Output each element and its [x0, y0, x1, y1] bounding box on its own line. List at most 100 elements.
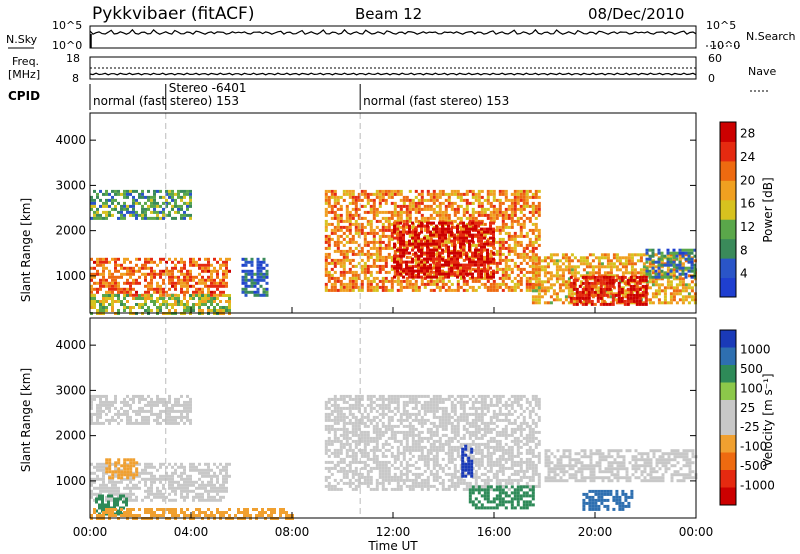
- heatmap-cell: [96, 309, 99, 312]
- heatmap-cell: [602, 281, 606, 285]
- heatmap-cell: [102, 394, 105, 398]
- heatmap-cell: [585, 256, 589, 260]
- heatmap-cell: [339, 409, 343, 413]
- heatmap-cell: [183, 403, 186, 407]
- heatmap-cell: [144, 403, 147, 407]
- heatmap-cell: [432, 231, 436, 235]
- heatmap-cell: [426, 266, 429, 270]
- heatmap-cell: [210, 284, 213, 288]
- heatmap-cell: [480, 260, 483, 264]
- heatmap-cell: [177, 300, 180, 303]
- heatmap-cell: [408, 279, 412, 283]
- heatmap-cell: [99, 263, 102, 267]
- heatmap-cell: [411, 394, 415, 398]
- heatmap-cell: [126, 278, 129, 282]
- heatmap-cell: [171, 195, 174, 199]
- heatmap-cell: [162, 498, 165, 502]
- heatmap-cell: [390, 222, 394, 226]
- heatmap-cell: [627, 259, 631, 263]
- heatmap-cell: [114, 198, 117, 202]
- heatmap-cell: [468, 270, 472, 274]
- heatmap-cell: [250, 284, 254, 288]
- heatmap-cell: [477, 189, 481, 193]
- heatmap-cell: [420, 239, 423, 243]
- heatmap-cell: [102, 489, 105, 493]
- heatmap-cell: [411, 436, 415, 440]
- heatmap-cell: [90, 489, 93, 493]
- heatmap-cell: [381, 225, 385, 229]
- heatmap-cell: [414, 189, 418, 193]
- heatmap-cell: [612, 292, 616, 296]
- heatmap-cell: [681, 301, 685, 305]
- heatmap-cell: [345, 249, 349, 253]
- heatmap-cell: [183, 213, 186, 217]
- heatmap-cell: [621, 262, 625, 266]
- heatmap-cell: [156, 201, 159, 205]
- heatmap-cell: [114, 278, 117, 282]
- heatmap-cell: [606, 262, 610, 266]
- heatmap-cell: [426, 248, 429, 252]
- heatmap-cell: [693, 254, 697, 258]
- heatmap-cell: [414, 219, 418, 223]
- heatmap-cell: [102, 303, 105, 306]
- heatmap-cell: [426, 224, 429, 228]
- heatmap-cell: [111, 281, 114, 285]
- heatmap-cell: [438, 279, 442, 283]
- heatmap-cell: [96, 300, 99, 303]
- heatmap-cell: [159, 303, 162, 306]
- heatmap-cell: [459, 251, 462, 255]
- heatmap-cell: [123, 260, 126, 264]
- heatmap-cell: [405, 272, 408, 276]
- heatmap-cell: [519, 189, 523, 193]
- heatmap-cell: [153, 480, 156, 484]
- heatmap-cell: [459, 228, 463, 232]
- heatmap-cell: [375, 427, 379, 431]
- heatmap-cell: [465, 198, 469, 202]
- heatmap-cell: [489, 252, 493, 256]
- heatmap-cell: [396, 221, 399, 225]
- heatmap-cell: [426, 242, 429, 246]
- heatmap-cell: [678, 266, 682, 270]
- heatmap-cell: [192, 297, 195, 300]
- heatmap-cell: [504, 222, 508, 226]
- heatmap-cell: [501, 252, 505, 256]
- heatmap-cell: [153, 495, 156, 499]
- heatmap-cell: [513, 261, 517, 265]
- heatmap-cell: [324, 270, 328, 274]
- heatmap-cell: [393, 213, 397, 217]
- heatmap-cell: [534, 256, 538, 260]
- heatmap-cell: [348, 192, 352, 196]
- heatmap-cell: [684, 268, 688, 272]
- heatmap-cell: [219, 483, 222, 487]
- heatmap-cell: [516, 255, 520, 259]
- heatmap-cell: [669, 253, 673, 257]
- heatmap-cell: [259, 272, 263, 276]
- heatmap-cell: [381, 484, 385, 488]
- heatmap-cell: [605, 284, 609, 288]
- heatmap-cell: [342, 400, 346, 404]
- heatmap-cell: [492, 233, 495, 237]
- heatmap-cell: [627, 256, 631, 260]
- heatmap-cell: [327, 406, 331, 410]
- heatmap-cell: [324, 240, 328, 244]
- heatmap-cell: [672, 295, 676, 299]
- heatmap-cell: [462, 230, 465, 234]
- heatmap-cell: [414, 285, 418, 289]
- heatmap-cell: [588, 271, 592, 275]
- heatmap-cell: [387, 406, 391, 410]
- heatmap-cell: [666, 277, 670, 281]
- heatmap-cell: [186, 412, 189, 416]
- heatmap-cell: [339, 279, 343, 283]
- heatmap-cell: [141, 213, 144, 217]
- heatmap-cell: [558, 289, 562, 293]
- heatmap-cell: [96, 409, 99, 413]
- heatmap-cell: [348, 463, 352, 467]
- heatmap-cell: [189, 213, 192, 217]
- heatmap-cell: [90, 418, 93, 422]
- heatmap-cell: [225, 306, 228, 309]
- heatmap-cell: [402, 418, 406, 422]
- heatmap-cell: [590, 302, 594, 306]
- heatmap-cell: [504, 276, 508, 280]
- heatmap-cell: [666, 263, 670, 267]
